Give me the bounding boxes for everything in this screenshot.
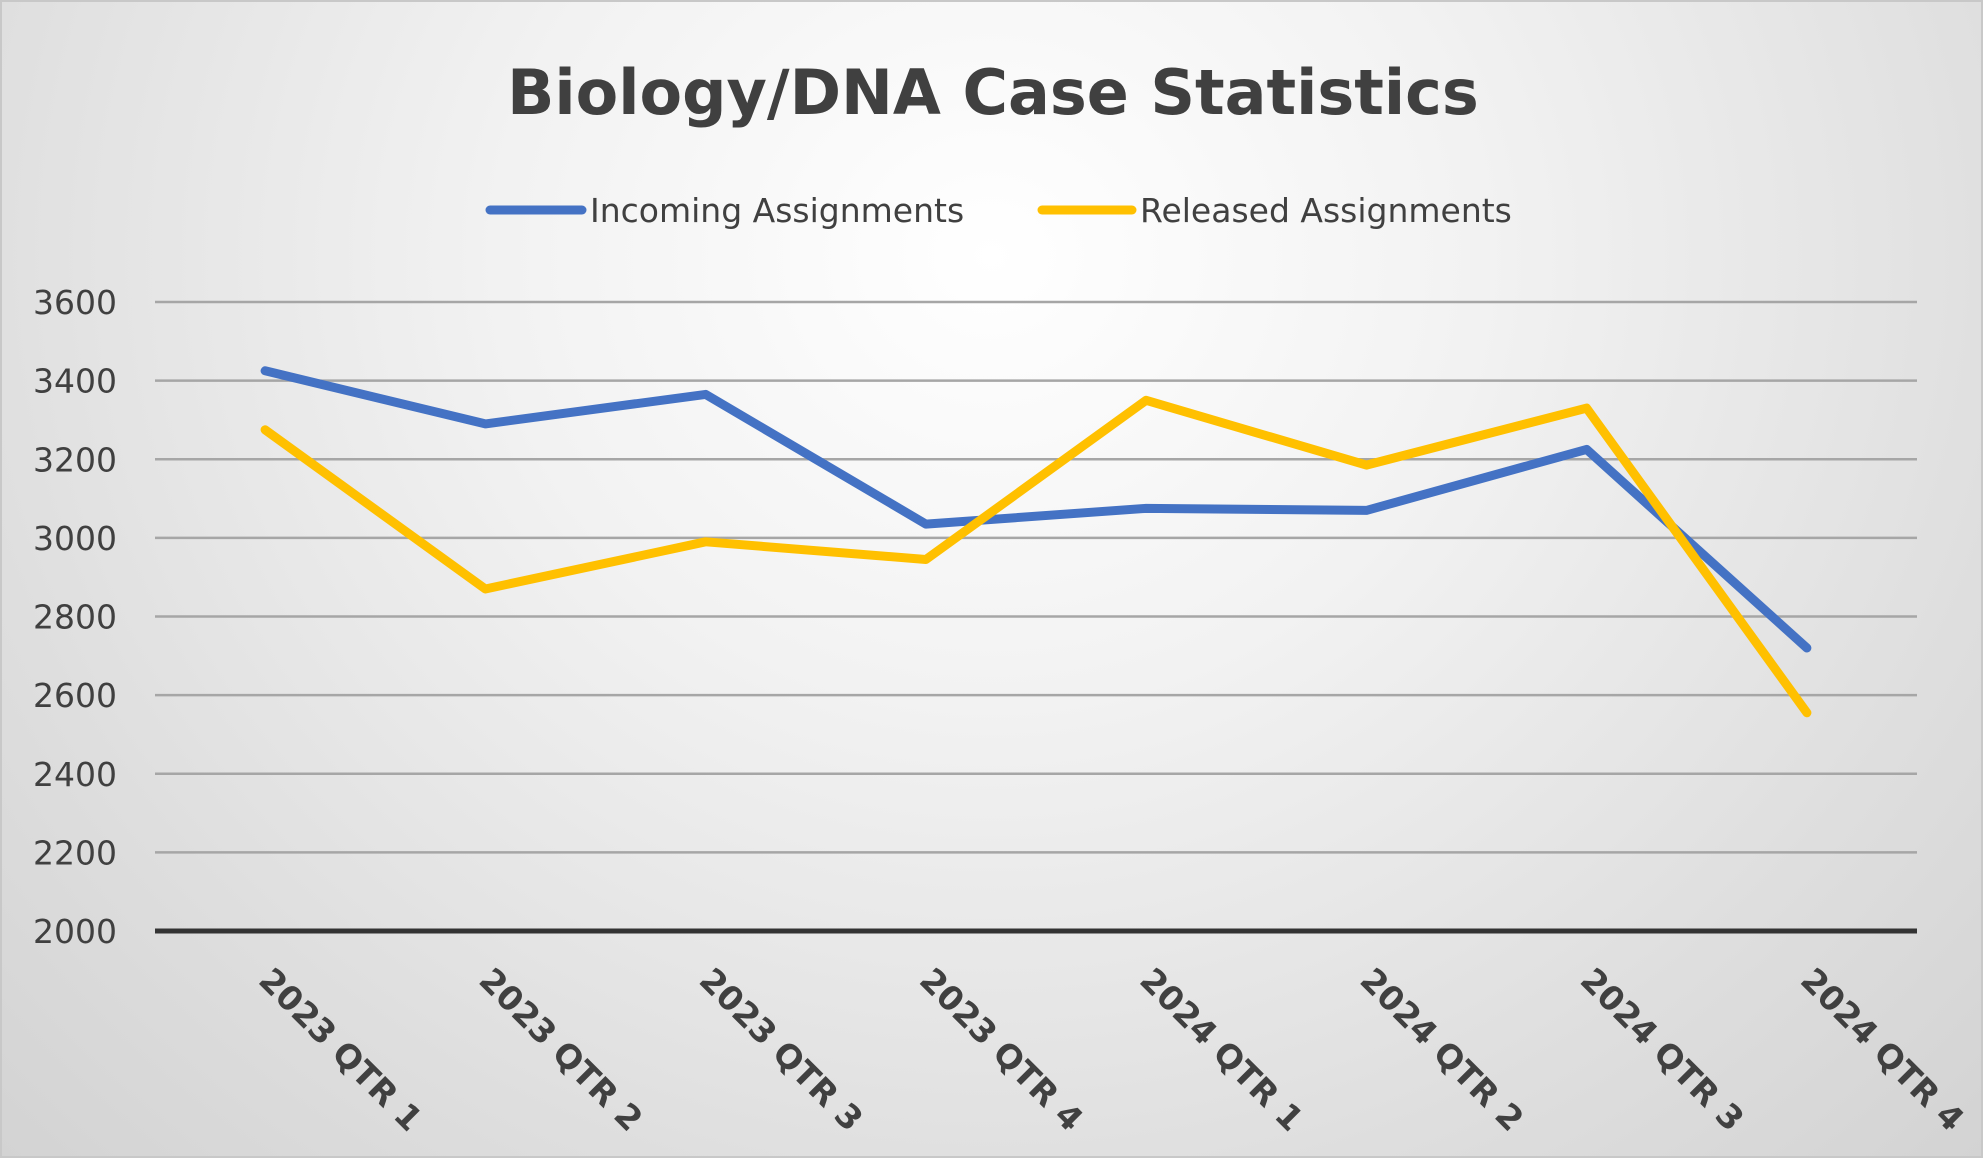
series-line-incoming [260,366,1812,653]
x-tick-label: 2023 QTR 1 [251,960,430,1139]
y-tick-label: 3400 [33,362,117,401]
x-tick-label: 2023 QTR 2 [472,960,651,1139]
x-tick-label: 2024 QTR 3 [1573,960,1752,1139]
y-tick-label: 2400 [33,755,117,794]
x-tick-label: 2023 QTR 3 [692,960,871,1139]
x-tick-label: 2023 QTR 4 [912,960,1091,1139]
y-tick-label: 3200 [33,440,117,479]
y-tick-label: 2800 [33,598,117,637]
y-tick-label: 2000 [33,912,117,951]
x-tick-label: 2024 QTR 4 [1793,960,1972,1139]
y-tick-label: 3000 [33,519,117,558]
x-axis-ticks: 2023 QTR 1 2023 QTR 2 2023 QTR 3 2023 QTR 4… [251,960,1971,1139]
y-tick-label: 2200 [33,833,117,872]
chart-title: Biology/DNA Case Statistics [507,56,1479,129]
y-tick-label: 2600 [33,676,117,715]
x-tick-label: 2024 QTR 2 [1353,960,1532,1139]
legend-label-released: Released Assignments [1140,191,1512,230]
series-line-released [260,395,1812,718]
x-tick-label: 2024 QTR 1 [1132,960,1311,1139]
y-tick-label: 3600 [33,283,117,322]
gridlines [155,300,1917,934]
legend-label-incoming: Incoming Assignments [590,191,964,230]
y-axis-ticks: 2000 2200 2400 2600 2800 3000 3200 3400 3600 [33,283,117,951]
series-lines [260,366,1812,718]
legend: Incoming Assignments Released Assignment… [485,191,1512,230]
